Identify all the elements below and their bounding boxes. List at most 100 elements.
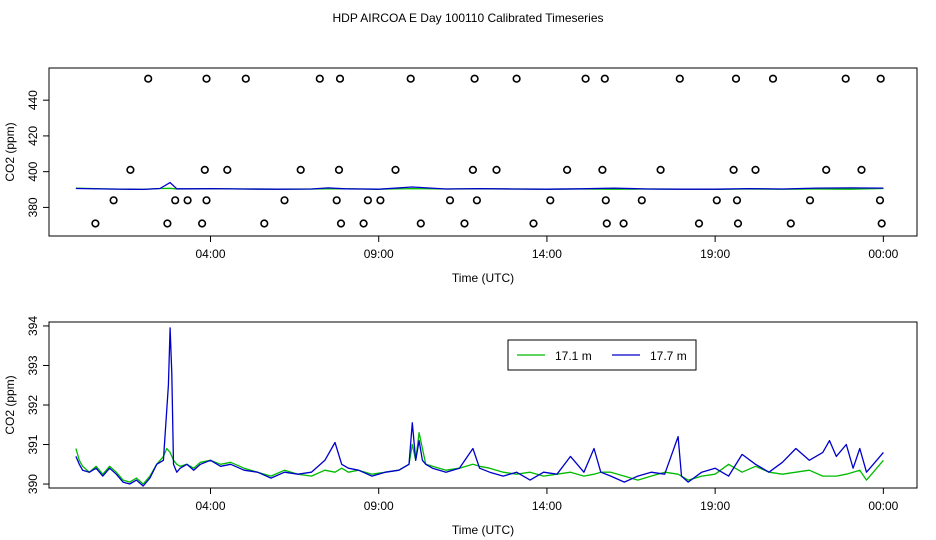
top-marker-point <box>694 219 704 228</box>
top-marker-layer <box>91 74 886 228</box>
legend-label-17-1: 17.1 m <box>555 349 592 363</box>
top-marker-point <box>223 165 232 174</box>
top-marker-point <box>472 196 482 205</box>
bottom-x-tick-label: 00:00 <box>868 499 898 513</box>
top-marker-point <box>729 165 738 174</box>
top-marker-point <box>109 196 118 205</box>
top-marker-point <box>562 165 572 174</box>
top-y-axis: 380 400 420 440 <box>26 90 49 217</box>
top-marker-point <box>445 196 455 205</box>
top-x-axis-label: Time (UTC) <box>452 271 514 285</box>
top-x-axis: 04:00 09:00 14:00 19:00 00:00 <box>195 236 899 261</box>
top-marker-point <box>296 165 305 174</box>
top-x-tick-label: 09:00 <box>364 247 394 261</box>
top-marker-point <box>822 165 831 174</box>
top-marker-point <box>768 74 778 83</box>
top-marker-point <box>877 219 886 228</box>
top-marker-point <box>712 196 721 205</box>
top-marker-point <box>546 196 555 205</box>
top-marker-point <box>91 219 100 228</box>
top-marker-point <box>470 74 479 83</box>
top-marker-point <box>336 219 346 228</box>
top-plot-frame <box>48 67 918 237</box>
top-marker-point <box>416 219 425 228</box>
bottom-y-tick-label: 394 <box>26 316 40 336</box>
bottom-x-tick-label: 09:00 <box>364 499 394 513</box>
top-panel: 380 400 420 440 04:00 09:00 14:00 19:00 00:00 T… <box>3 67 918 285</box>
top-marker-point <box>260 219 269 228</box>
top-marker-point <box>841 74 850 83</box>
top-marker-point <box>751 165 760 174</box>
figure-title: HDP AIRCOA E Day 100110 Calibrated Times… <box>332 11 603 25</box>
top-marker-point <box>805 196 815 205</box>
bottom-x-tick-label: 19:00 <box>700 499 730 513</box>
top-marker-point <box>529 219 538 228</box>
top-marker-point <box>126 165 135 174</box>
top-marker-point <box>406 74 415 83</box>
top-x-tick-label: 19:00 <box>700 247 730 261</box>
bottom-x-tick-label: 04:00 <box>195 499 225 513</box>
top-y-tick-label: 420 <box>26 126 40 146</box>
legend-label-17-7: 17.7 m <box>650 349 687 363</box>
bottom-series-layer <box>75 327 884 487</box>
top-marker-point <box>600 74 609 83</box>
top-marker-point <box>280 196 289 205</box>
top-marker-point <box>376 196 385 205</box>
top-marker-point <box>334 165 344 174</box>
top-marker-point <box>359 219 368 228</box>
bottom-series-line-s171 <box>75 432 884 485</box>
top-y-axis-label: CO2 (ppm) <box>3 122 17 181</box>
top-marker-point <box>656 165 665 174</box>
top-marker-point <box>460 219 469 228</box>
top-y-tick-label: 380 <box>26 197 40 217</box>
top-x-tick-label: 04:00 <box>195 247 225 261</box>
bottom-panel: 390 391 392 393 394 04:00 09:00 14:00 19:00 00:0… <box>3 316 918 537</box>
bottom-y-axis: 390 391 392 393 394 <box>26 316 49 494</box>
top-marker-point <box>144 74 153 83</box>
top-marker-point <box>241 74 250 83</box>
bottom-x-axis: 04:00 09:00 14:00 19:00 00:00 <box>195 488 899 513</box>
top-series-layer <box>75 181 884 191</box>
top-marker-point <box>601 196 610 205</box>
top-marker-point <box>786 219 795 228</box>
top-marker-point <box>876 74 885 83</box>
top-x-tick-label: 14:00 <box>532 247 562 261</box>
top-marker-point <box>468 165 478 174</box>
top-marker-point <box>857 165 866 174</box>
top-series-line-s177 <box>75 181 884 191</box>
bottom-y-tick-label: 392 <box>26 395 40 415</box>
bottom-x-axis-label: Time (UTC) <box>452 523 514 537</box>
legend: 17.1 m 17.7 m <box>507 339 697 371</box>
top-marker-point <box>731 74 741 83</box>
top-marker-point <box>202 196 211 205</box>
top-marker-point <box>332 196 341 205</box>
bottom-x-tick-label: 14:00 <box>532 499 562 513</box>
top-y-tick-label: 440 <box>26 90 40 110</box>
top-marker-point <box>198 219 207 228</box>
top-marker-point <box>315 74 324 83</box>
top-marker-point <box>171 196 180 205</box>
bottom-plot-frame <box>48 321 918 489</box>
bottom-y-tick-label: 390 <box>26 474 40 494</box>
top-marker-point <box>183 196 192 205</box>
top-marker-point <box>202 74 211 83</box>
top-marker-point <box>492 165 501 174</box>
bottom-series-line-s177 <box>75 327 884 487</box>
bottom-y-tick-label: 391 <box>26 434 40 454</box>
top-marker-point <box>512 74 521 83</box>
top-marker-point <box>581 74 590 83</box>
top-marker-point <box>619 219 628 228</box>
bottom-y-axis-label: CO2 (ppm) <box>3 375 17 434</box>
bottom-y-tick-label: 393 <box>26 355 40 375</box>
top-marker-point <box>391 165 400 174</box>
top-marker-point <box>733 219 743 228</box>
top-y-tick-label: 400 <box>26 161 40 181</box>
top-marker-point <box>363 196 373 205</box>
top-marker-point <box>200 165 209 174</box>
top-marker-point <box>637 196 646 205</box>
top-marker-point <box>875 196 885 205</box>
top-marker-point <box>732 196 742 205</box>
top-marker-point <box>675 74 684 83</box>
top-x-tick-label: 00:00 <box>868 247 898 261</box>
